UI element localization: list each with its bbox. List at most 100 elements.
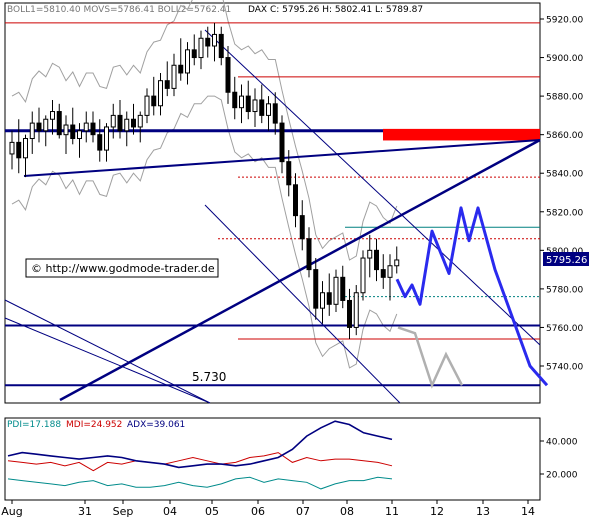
projection-alt [397,326,464,389]
candle-body [191,49,197,59]
candle-body [313,269,319,309]
price-marker-box [543,252,589,266]
candle-body [131,118,136,128]
candle-body [272,103,278,124]
candle-body [252,99,258,113]
level-label: 5.730 [192,370,226,384]
date-tick-label: 08 [340,505,354,518]
price-tick-label: 5760.00 [546,324,583,334]
indicator-tick-label: 40.000 [546,438,578,448]
candle-body [43,118,49,132]
candle-body [353,292,359,328]
mdi-label: MDI=24.952 [66,420,122,430]
candle-body [104,126,109,151]
date-tick-label: Aug [1,505,22,518]
candle-body [151,95,157,107]
candle-body [70,124,76,140]
price-tick-label: 5860.00 [546,131,583,141]
candle-body [299,215,305,240]
candle-body [306,238,312,271]
candle-body [394,259,400,267]
date-tick-label: 12 [430,505,444,518]
candle-body [158,80,163,107]
trendline-1 [59,138,541,402]
candle-body [36,122,42,132]
candle-body [340,276,346,301]
bollinger-upper [11,0,398,261]
price-tick-label: 5900.00 [546,54,583,64]
candle-body [239,95,244,109]
candle-body [185,49,190,74]
candle-body [198,37,204,59]
watermark-box [25,258,219,278]
dmi-series-mdi [7,452,393,472]
candle-body [279,122,285,163]
candle-body [9,141,15,155]
date-tick-label: 11 [385,505,399,518]
trendline-4 [4,299,211,404]
indicator-axis: 20.000 40.000 [540,438,578,481]
price-tick-label: 5820.00 [546,208,583,218]
candle-body [387,265,393,278]
price-tick-label: 5920.00 [546,16,583,26]
candle-body [124,118,130,132]
resistance-zone [383,128,540,141]
date-tick-label: Sep [113,505,134,518]
price-tick-label: 5880.00 [546,93,583,103]
watermark-text: © http://www.godmode-trader.de [31,262,215,275]
date-tick-label: 06 [251,505,265,518]
trendline-3 [204,204,401,404]
candle-body [333,276,339,305]
dmi-lines [7,420,393,490]
candle-body [171,64,177,89]
candle-body [360,257,366,294]
candle-body [212,33,217,47]
dmi-series-pdi [7,476,393,490]
candle-body [110,114,116,128]
projection-paths [395,206,549,389]
candle-body [178,64,184,74]
date-tick-label: 31 [78,505,92,518]
trendline-2 [204,29,541,346]
candle-body [293,184,298,217]
candle-body [164,80,170,89]
pdi-label: PDI=17.188 [7,420,61,430]
candle-body [97,134,103,151]
candle-body [266,103,271,116]
candle-body [205,37,211,47]
candle-body [23,138,28,159]
candle-body [380,269,386,278]
date-tick-label: 07 [296,505,310,518]
candle-body [137,114,143,128]
candle-body [286,161,292,186]
candle-body [50,111,55,120]
candle-body [374,249,379,271]
price-tick-label: 5800.00 [546,247,583,257]
quote-header: DAX C: 5795.26 H: 5802.41 L: 5789.87 [248,5,423,15]
indicator-tick-label: 20.000 [546,471,578,481]
candle-body [63,124,69,136]
candle-body [225,57,231,93]
candle-body [90,122,96,136]
candle-body [117,114,123,132]
candle-body [367,249,373,259]
price-marker-text: 5795.26 [546,255,587,266]
candle-body [83,122,89,132]
candle-body [259,99,265,116]
trendline-5 [4,317,211,404]
candle-body [144,95,150,116]
bollinger-bands [11,0,398,369]
price-tick-label: 5840.00 [546,170,583,180]
dmi-series-adx [7,420,393,469]
date-tick-label: 04 [163,505,177,518]
adx-label: ADX=39.061 [127,420,185,430]
candle-body [232,91,238,109]
candle-body [320,292,325,309]
candle-body [326,292,332,305]
date-tick-label: 05 [205,505,219,518]
projection-main [395,206,549,387]
bollinger-lower [11,95,398,369]
date-axis: Aug 31 Sep 04 05 06 07 08 11 12 13 14 [1,500,535,518]
candle-body [56,111,62,136]
